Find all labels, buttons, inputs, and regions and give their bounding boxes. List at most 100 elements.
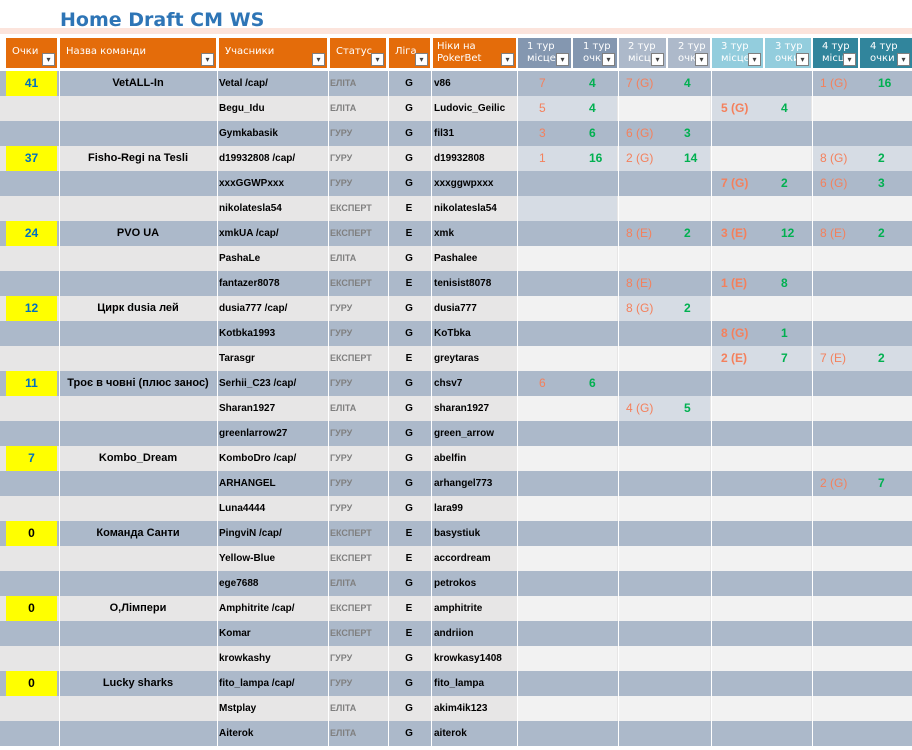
- member-cell[interactable]: Yellow-Blue: [219, 553, 276, 564]
- round-3-cell[interactable]: 3 (E) 12: [711, 221, 811, 246]
- league-cell[interactable]: G: [405, 78, 413, 89]
- round-3-cell[interactable]: [711, 446, 811, 471]
- league-cell[interactable]: G: [405, 103, 413, 114]
- round-2-cell[interactable]: 4 (G) 5: [618, 396, 710, 421]
- nick-cell[interactable]: lara99: [434, 503, 463, 514]
- round-3-cell[interactable]: [711, 496, 811, 521]
- league-cell[interactable]: G: [405, 253, 413, 264]
- status-cell[interactable]: ГУРУ: [330, 128, 353, 138]
- round-3-cell[interactable]: [711, 371, 811, 396]
- league-cell[interactable]: G: [405, 403, 413, 414]
- round-2-cell[interactable]: [618, 596, 710, 621]
- round-3-cell[interactable]: [711, 246, 811, 271]
- round-1-cell[interactable]: [517, 321, 617, 346]
- round-4-cell[interactable]: [812, 321, 912, 346]
- nick-cell[interactable]: arhangel773: [434, 478, 493, 489]
- league-cell[interactable]: G: [405, 328, 413, 339]
- round-3-cell[interactable]: [711, 671, 811, 696]
- round-1-cell[interactable]: [517, 621, 617, 646]
- member-cell[interactable]: greenlarrow27: [219, 428, 288, 439]
- member-cell[interactable]: Komar: [219, 628, 251, 639]
- round-1-cell[interactable]: [517, 246, 617, 271]
- filter-dropdown-icon[interactable]: ▾: [501, 53, 514, 66]
- round-3-cell[interactable]: [711, 571, 811, 596]
- round-4-cell[interactable]: [812, 671, 912, 696]
- nick-cell[interactable]: krowkasy1408: [434, 653, 502, 664]
- round-1-cell[interactable]: [517, 721, 617, 746]
- status-cell[interactable]: ЕКСПЕРТ: [330, 353, 372, 363]
- nick-cell[interactable]: akim4ik123: [434, 703, 488, 714]
- round-4-cell[interactable]: [812, 621, 912, 646]
- member-cell[interactable]: Tarasgr: [219, 353, 255, 364]
- round-1-cell[interactable]: 1 16: [517, 146, 617, 171]
- round-3-cell[interactable]: [711, 296, 811, 321]
- round-2-cell[interactable]: 7 (G) 4: [618, 71, 710, 96]
- nick-cell[interactable]: andriion: [434, 628, 474, 639]
- status-cell[interactable]: ГУРУ: [330, 303, 353, 313]
- status-cell[interactable]: ЕЛІТА: [330, 728, 357, 738]
- nick-cell[interactable]: fil31: [434, 128, 455, 139]
- nick-cell[interactable]: xxxggwpxxx: [434, 178, 494, 189]
- filter-dropdown-icon[interactable]: ▾: [312, 53, 325, 66]
- status-cell[interactable]: ЕЛІТА: [330, 253, 357, 263]
- round-4-cell[interactable]: 6 (G) 3: [812, 171, 912, 196]
- team-score-cell[interactable]: 37: [6, 146, 57, 171]
- round-2-cell[interactable]: 8 (E): [618, 271, 710, 296]
- round-4-cell[interactable]: 1 (G) 16: [812, 71, 912, 96]
- round-2-cell[interactable]: 2 (G) 14: [618, 146, 710, 171]
- round-2-cell[interactable]: [618, 446, 710, 471]
- league-cell[interactable]: E: [405, 553, 413, 564]
- round-2-cell[interactable]: [618, 96, 710, 121]
- round-1-cell[interactable]: [517, 271, 617, 296]
- round-2-cell[interactable]: 8 (G) 2: [618, 296, 710, 321]
- round-4-cell[interactable]: 8 (E) 2: [812, 221, 912, 246]
- round-2-cell[interactable]: 8 (E) 2: [618, 221, 710, 246]
- nick-cell[interactable]: amphitrite: [434, 603, 483, 614]
- filter-dropdown-icon[interactable]: ▾: [843, 53, 856, 66]
- status-cell[interactable]: ЕЛІТА: [330, 78, 357, 88]
- nick-cell[interactable]: v86: [434, 78, 451, 89]
- member-cell[interactable]: Amphitrite /cap/: [219, 603, 295, 614]
- nick-cell[interactable]: aiterok: [434, 728, 467, 739]
- round-2-cell[interactable]: [618, 471, 710, 496]
- round-4-cell[interactable]: [812, 196, 912, 221]
- round-2-cell[interactable]: 6 (G) 3: [618, 121, 710, 146]
- round-3-cell[interactable]: 8 (G) 1: [711, 321, 811, 346]
- round-4-cell[interactable]: [812, 646, 912, 671]
- round-1-cell[interactable]: [517, 296, 617, 321]
- league-cell[interactable]: G: [405, 653, 413, 664]
- round-3-cell[interactable]: 5 (G) 4: [711, 96, 811, 121]
- team-name-cell[interactable]: О,Лімпери: [109, 602, 167, 614]
- status-cell[interactable]: ГУРУ: [330, 478, 353, 488]
- round-3-cell[interactable]: [711, 596, 811, 621]
- league-cell[interactable]: E: [405, 278, 413, 289]
- member-cell[interactable]: nikolatesla54: [219, 203, 282, 214]
- league-cell[interactable]: G: [405, 703, 413, 714]
- round-3-cell[interactable]: [711, 646, 811, 671]
- round-2-cell[interactable]: [618, 321, 710, 346]
- round-2-cell[interactable]: [618, 171, 710, 196]
- round-1-cell[interactable]: [517, 496, 617, 521]
- round-3-cell[interactable]: [711, 521, 811, 546]
- league-cell[interactable]: G: [405, 128, 413, 139]
- nick-cell[interactable]: accordream: [434, 553, 491, 564]
- nick-cell[interactable]: nikolatesla54: [434, 203, 497, 214]
- member-cell[interactable]: Vetal /cap/: [219, 78, 268, 89]
- league-cell[interactable]: E: [405, 203, 413, 214]
- filter-dropdown-icon[interactable]: ▾: [201, 53, 214, 66]
- round-2-cell[interactable]: [618, 371, 710, 396]
- status-cell[interactable]: ЕЛІТА: [330, 703, 357, 713]
- league-cell[interactable]: E: [405, 603, 413, 614]
- team-name-cell[interactable]: VetALL-In: [112, 77, 164, 89]
- round-2-cell[interactable]: [618, 346, 710, 371]
- team-score-cell[interactable]: 11: [6, 371, 57, 396]
- team-name-cell[interactable]: Цирк dusia лей: [97, 302, 179, 314]
- league-cell[interactable]: E: [405, 528, 413, 539]
- round-2-cell[interactable]: [618, 496, 710, 521]
- round-2-cell[interactable]: [618, 546, 710, 571]
- round-1-cell[interactable]: [517, 346, 617, 371]
- league-cell[interactable]: G: [405, 153, 413, 164]
- status-cell[interactable]: ГУРУ: [330, 428, 353, 438]
